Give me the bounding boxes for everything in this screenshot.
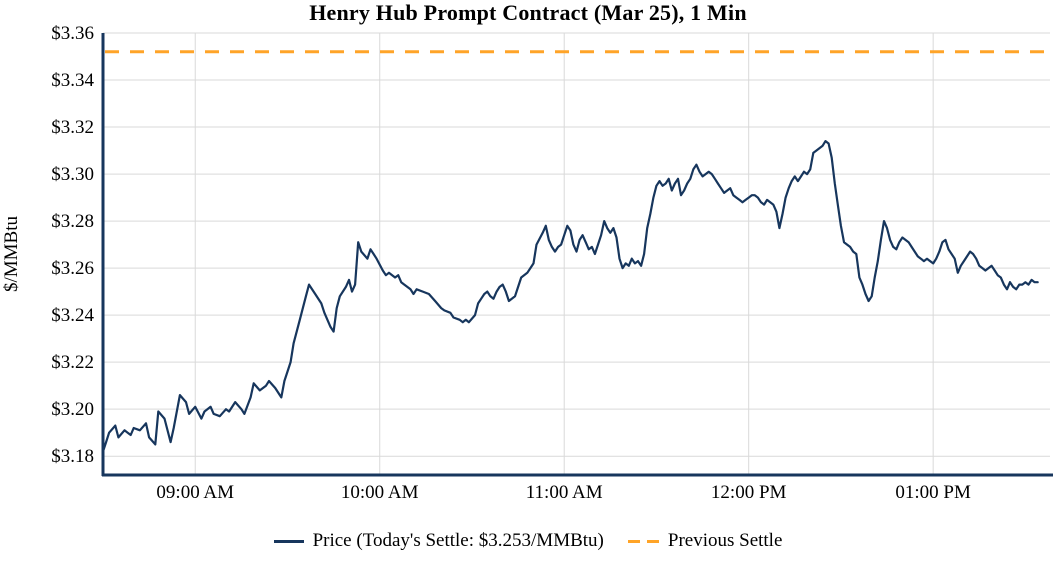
x-tick-label: 11:00 AM bbox=[526, 482, 603, 503]
y-axis-title: $/MMBtu bbox=[1, 215, 22, 292]
y-tick-label: $3.32 bbox=[51, 117, 94, 138]
plot-area: $3.18 $3.20 $3.22 $3.24 $3.26 $3.28 $3.30 $3.32… bbox=[1, 23, 1054, 503]
legend-item-previous-settle: Previous Settle bbox=[627, 530, 783, 552]
y-tick-label: $3.26 bbox=[51, 258, 94, 279]
x-tick-label: 12:00 PM bbox=[711, 482, 787, 503]
legend-label-price: Price (Today's Settle: $3.253/MMBtu) bbox=[312, 530, 604, 551]
y-tick-label: $3.20 bbox=[51, 399, 94, 420]
y-tick-label: $3.30 bbox=[51, 164, 94, 185]
x-tick-label: 10:00 AM bbox=[341, 482, 419, 503]
y-tick-label: $3.24 bbox=[51, 305, 94, 326]
x-tick-label: 01:00 PM bbox=[895, 482, 971, 503]
price-line-swatch bbox=[273, 539, 304, 543]
legend: Price (Today's Settle: $3.253/MMBtu) Pre… bbox=[0, 530, 1056, 552]
legend-item-price: Price (Today's Settle: $3.253/MMBtu) bbox=[273, 530, 604, 552]
y-tick-label: $3.36 bbox=[51, 23, 94, 44]
y-tick-label: $3.18 bbox=[51, 446, 94, 467]
y-tick-label: $3.34 bbox=[51, 70, 94, 91]
y-tick-label: $3.28 bbox=[51, 211, 94, 232]
previous-settle-dash-swatch bbox=[627, 539, 659, 543]
y-tick-label: $3.22 bbox=[51, 352, 94, 373]
x-tick-label: 09:00 AM bbox=[156, 482, 234, 503]
chart-title: Henry Hub Prompt Contract (Mar 25), 1 Mi… bbox=[309, 0, 747, 25]
legend-label-previous-settle: Previous Settle bbox=[667, 530, 783, 551]
price-line bbox=[101, 140, 1039, 453]
